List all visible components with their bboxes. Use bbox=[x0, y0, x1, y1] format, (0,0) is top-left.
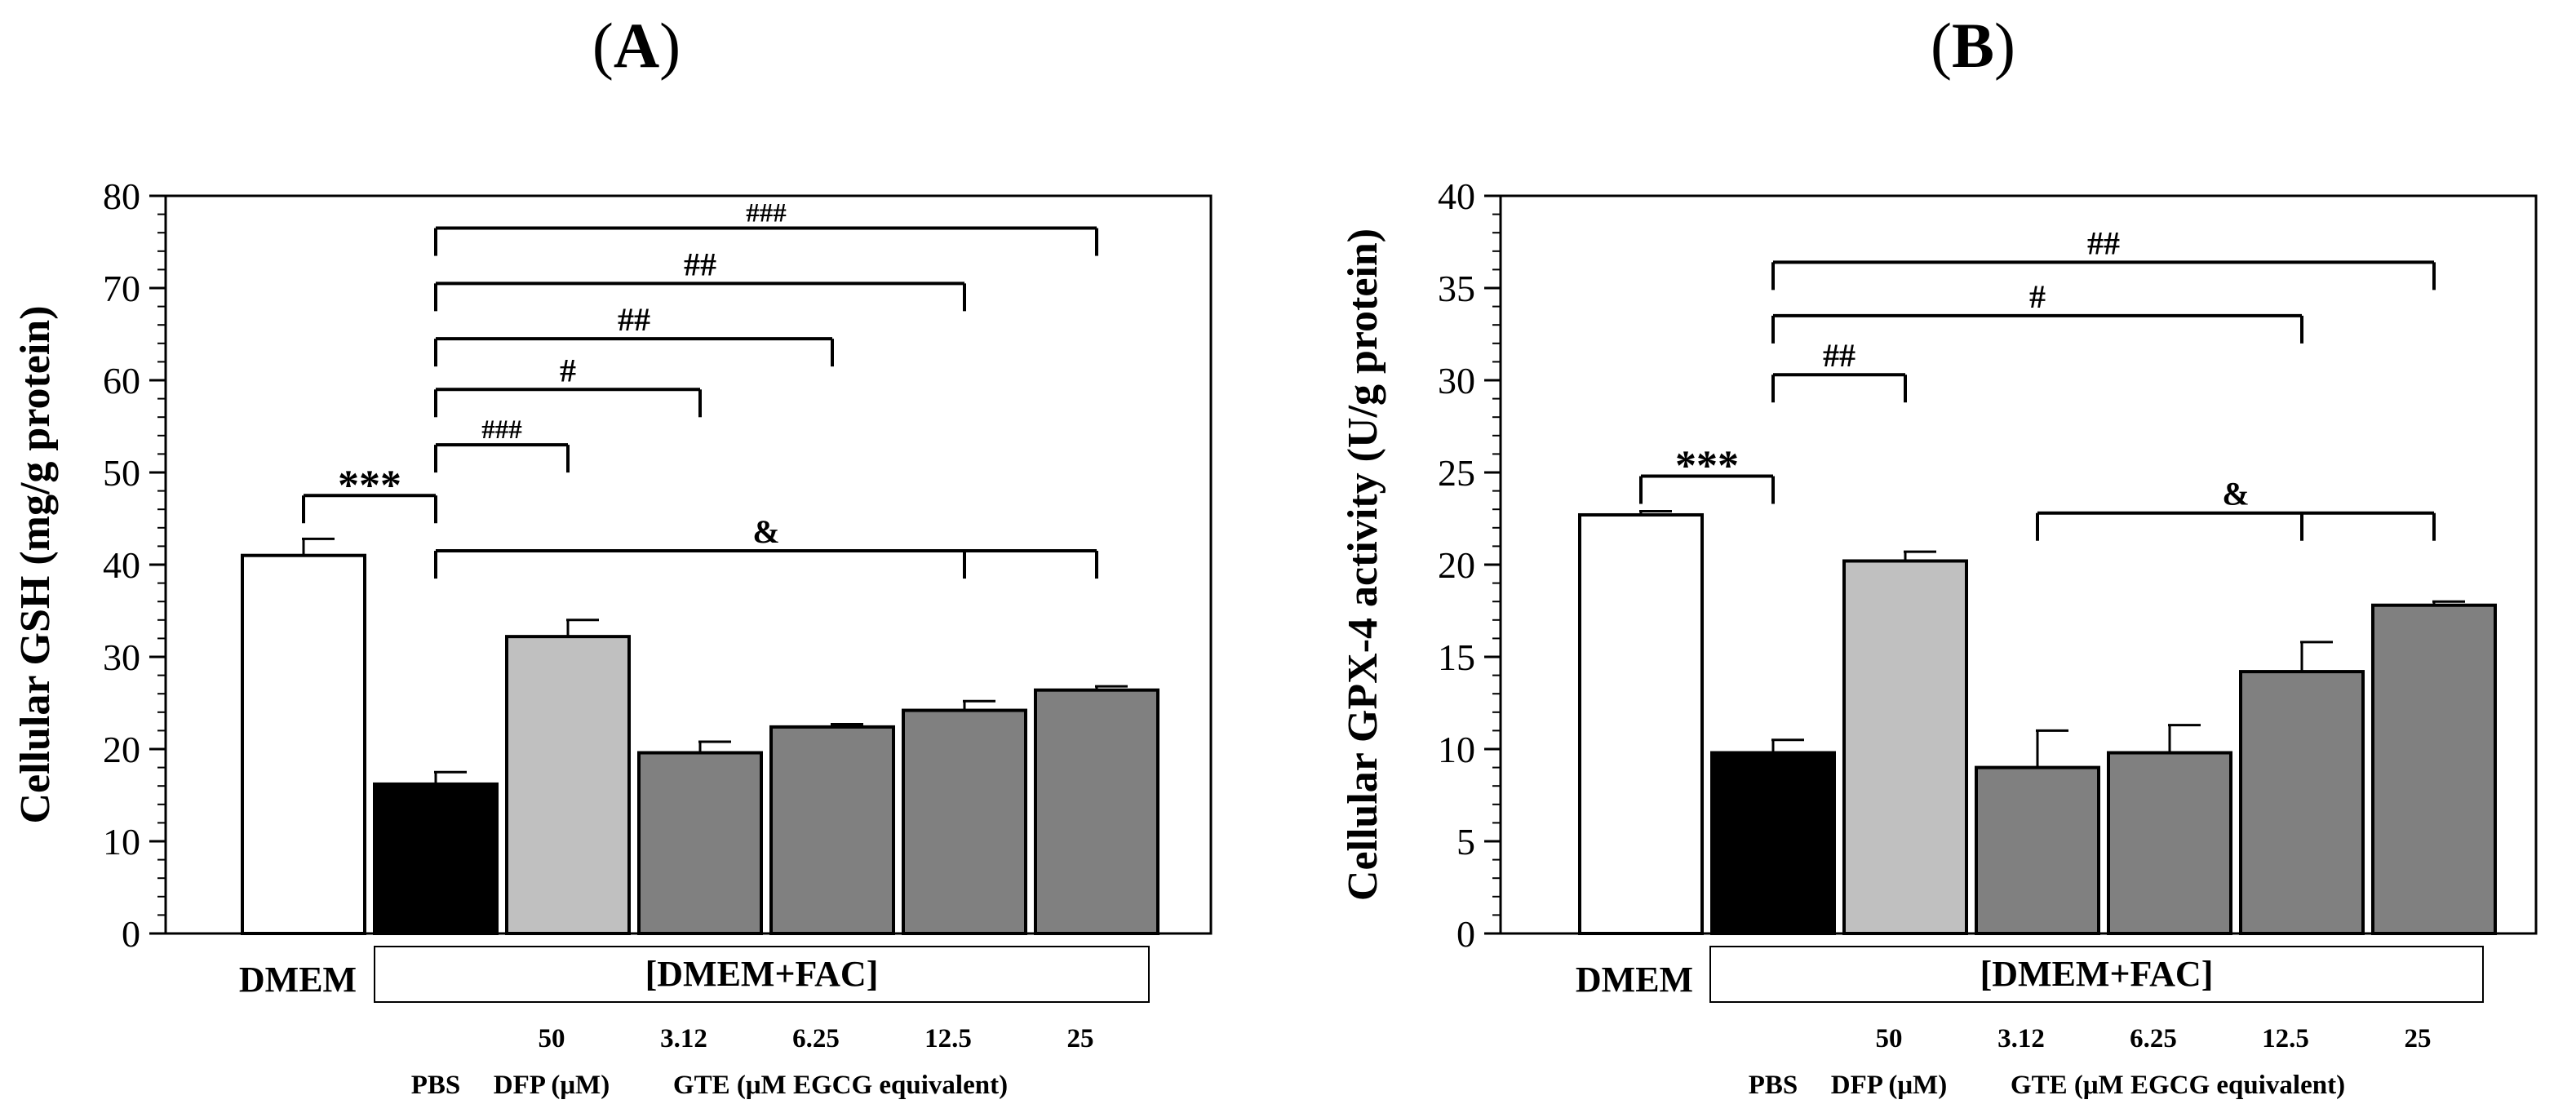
y-tick-label: 20 bbox=[103, 729, 140, 770]
bar bbox=[769, 725, 895, 935]
bar bbox=[2371, 603, 2497, 935]
significance-label: ## bbox=[2087, 224, 2120, 261]
y-tick-label: 80 bbox=[103, 175, 140, 217]
bar bbox=[1842, 559, 1968, 935]
y-tick-label: 60 bbox=[103, 360, 140, 401]
bar bbox=[637, 751, 763, 936]
y-tick-label: 40 bbox=[103, 544, 140, 586]
panel-label-close: ) bbox=[659, 10, 681, 81]
x-label-value: 25 bbox=[2405, 1024, 2432, 1053]
x-label-value: 12.5 bbox=[2262, 1024, 2309, 1053]
y-tick-label: 70 bbox=[103, 268, 140, 309]
significance-label: & bbox=[2222, 476, 2249, 512]
bar bbox=[505, 635, 631, 935]
panel-label-open: ( bbox=[592, 10, 614, 81]
significance-label: # bbox=[2029, 278, 2046, 315]
x-label-gte: GTE (μM EGCG equivalent) bbox=[673, 1071, 1008, 1100]
bar bbox=[373, 782, 499, 935]
chart-panel-b: (B) Cellular GPX-4 activity (U/g protein)… bbox=[1340, 10, 2538, 1100]
y-tick-label: 5 bbox=[1456, 821, 1475, 862]
y-tick-label: 10 bbox=[1438, 729, 1475, 770]
y-tick-label: 50 bbox=[103, 452, 140, 494]
y-axis-label: Cellular GSH (mg/g protein) bbox=[12, 305, 59, 823]
y-tick-label: 0 bbox=[122, 913, 140, 955]
y-tick-label: 30 bbox=[103, 636, 140, 678]
x-label-value: 3.12 bbox=[660, 1024, 707, 1053]
x-label-value: 50 bbox=[539, 1024, 565, 1053]
y-tick-label: 35 bbox=[1438, 268, 1475, 309]
y-tick-label: 15 bbox=[1438, 636, 1475, 678]
x-label-pbs: PBS bbox=[1749, 1071, 1798, 1100]
group-box bbox=[374, 946, 1150, 1003]
panel-label-letter: B bbox=[1952, 10, 1994, 81]
bar bbox=[902, 708, 1027, 935]
y-tick-label: 20 bbox=[1438, 544, 1475, 586]
x-label-dfp: DFP (μM) bbox=[494, 1071, 610, 1100]
y-tick-label: 25 bbox=[1438, 452, 1475, 494]
significance-label: ## bbox=[684, 246, 716, 282]
y-axis-label: Cellular GPX-4 activity (U/g protein) bbox=[1340, 228, 1386, 901]
panel-label: (A) bbox=[592, 10, 681, 81]
significance-label: ### bbox=[481, 415, 522, 445]
panel-label-close: ) bbox=[1994, 10, 2015, 81]
x-label-dmem: DMEM bbox=[1576, 960, 1693, 1000]
bar bbox=[1578, 512, 1704, 935]
y-tick-label: 30 bbox=[1438, 360, 1475, 401]
y-tick-label: 10 bbox=[103, 821, 140, 862]
x-label-gte: GTE (μM EGCG equivalent) bbox=[2011, 1071, 2345, 1100]
panel-label: (B) bbox=[1931, 10, 2015, 81]
group-box-label: [DMEM+FAC] bbox=[1980, 954, 2214, 994]
y-tick-label: 40 bbox=[1438, 175, 1475, 217]
x-label-pbs: PBS bbox=[411, 1071, 461, 1100]
significance-label: ## bbox=[618, 301, 650, 338]
x-label-dmem: DMEM bbox=[239, 960, 357, 1000]
bar bbox=[2107, 751, 2232, 936]
bar bbox=[1975, 765, 2100, 935]
x-label-value: 3.12 bbox=[1997, 1024, 2045, 1053]
group-box-label: [DMEM+FAC] bbox=[645, 954, 879, 994]
chart-panel-a: (A) Cellular GSH (mg/g protein) 0 10 20 30 40 5… bbox=[12, 10, 1213, 1100]
significance-label: & bbox=[752, 513, 779, 550]
x-label-value: 6.25 bbox=[792, 1024, 840, 1053]
significance-label: *** bbox=[338, 462, 401, 508]
significance-label: ### bbox=[746, 199, 787, 228]
x-label-value: 50 bbox=[1876, 1024, 1903, 1053]
panel-label-letter: A bbox=[614, 10, 659, 81]
significance-label: # bbox=[560, 352, 576, 388]
x-label-value: 6.25 bbox=[2130, 1024, 2177, 1053]
significance-label: ## bbox=[1823, 337, 1856, 374]
y-tick-label: 0 bbox=[1456, 913, 1475, 955]
group-box bbox=[1709, 946, 2484, 1003]
bar bbox=[1710, 751, 1836, 936]
panel-label-open: ( bbox=[1931, 10, 1952, 81]
significance-label: *** bbox=[1675, 443, 1739, 490]
x-label-value: 12.5 bbox=[924, 1024, 972, 1053]
x-label-value: 25 bbox=[1067, 1024, 1094, 1053]
x-label-dfp: DFP (μM) bbox=[1831, 1071, 1947, 1100]
bar bbox=[2239, 670, 2365, 936]
bar bbox=[1034, 688, 1159, 935]
bar bbox=[241, 553, 366, 935]
